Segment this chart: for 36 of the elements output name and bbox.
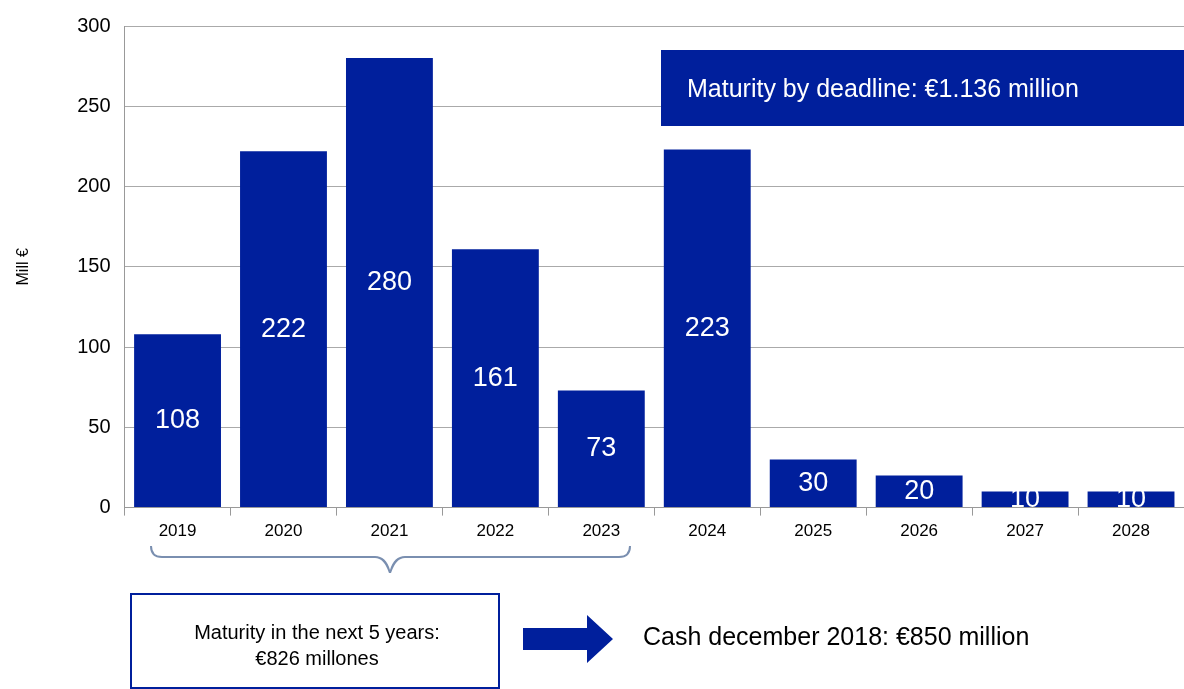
bar — [769, 459, 857, 508]
bar — [663, 149, 751, 508]
bar — [875, 475, 963, 508]
data-label: 73 — [586, 432, 617, 463]
y-tick-label: 250 — [77, 93, 111, 116]
data-label: 20 — [904, 474, 935, 505]
data-label: 222 — [260, 312, 307, 343]
data-label: 30 — [798, 466, 829, 497]
x-tick-label: 2022 — [476, 521, 515, 541]
x-tick-label: 2019 — [158, 521, 197, 541]
y-tick-label: 100 — [77, 334, 111, 357]
bar — [240, 151, 327, 508]
bar — [557, 390, 645, 508]
x-tick-label: 2026 — [900, 521, 939, 541]
data-label: 280 — [366, 266, 412, 297]
x-tick-label: 2020 — [264, 521, 303, 541]
x-tick-label: 2025 — [794, 521, 833, 541]
y-tick-label: 200 — [77, 174, 111, 197]
x-tick-label: 2023 — [582, 521, 621, 541]
x-tick-label: 2027 — [1006, 521, 1044, 541]
y-axis-title: Mill € — [14, 248, 32, 286]
data-label: 108 — [155, 404, 201, 435]
x-tick-label: 2028 — [1112, 521, 1150, 541]
y-tick-label: 50 — [88, 414, 111, 437]
text: Cash december 2018: €850 million — [643, 622, 1030, 651]
bar — [134, 334, 221, 508]
x-tick-label: 2021 — [370, 521, 409, 541]
y-tick-label: 0 — [99, 495, 111, 518]
x-tick-label: 2024 — [688, 521, 727, 541]
data-label: 223 — [684, 311, 730, 342]
y-tick-label: 300 — [77, 13, 111, 36]
data-label: 161 — [472, 361, 518, 392]
y-tick-label: 150 — [77, 254, 111, 277]
bar — [345, 58, 433, 508]
text: Maturity in the next 5 years: €826 millones — [130, 593, 500, 689]
bar — [451, 249, 539, 508]
